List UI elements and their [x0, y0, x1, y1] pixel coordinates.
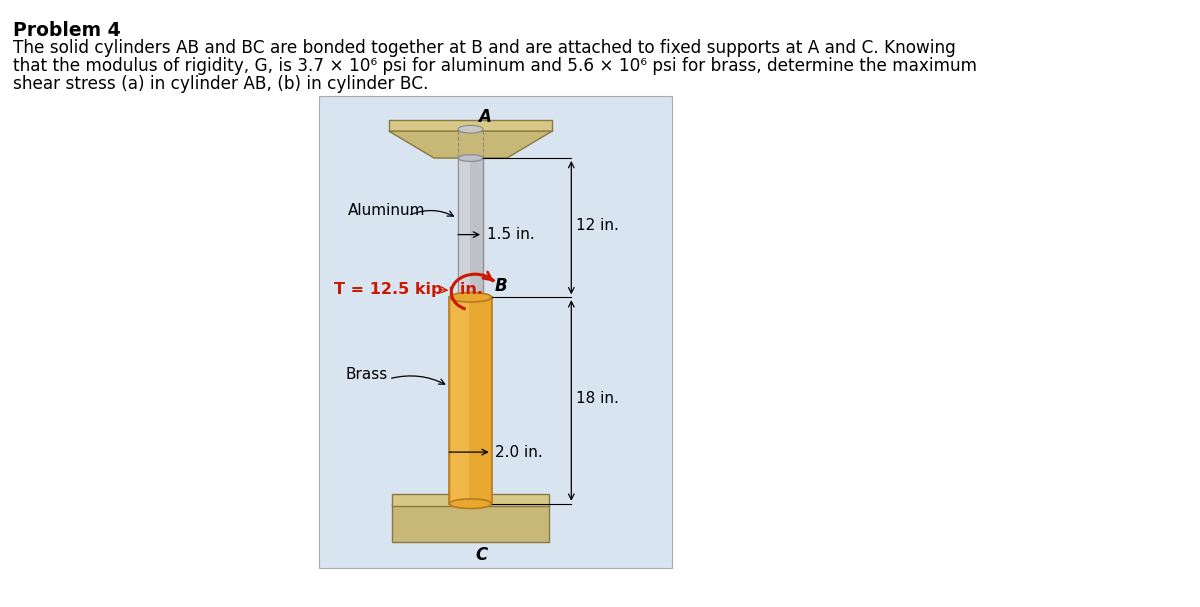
Text: Aluminum: Aluminum	[348, 203, 425, 219]
Text: shear stress (a) in cylinder AB, (b) in cylinder BC.: shear stress (a) in cylinder AB, (b) in …	[13, 75, 428, 93]
Bar	[458, 158, 482, 297]
Bar	[389, 120, 552, 131]
Text: Problem 4: Problem 4	[13, 21, 121, 39]
Bar	[391, 504, 550, 542]
Bar	[451, 297, 468, 504]
Bar	[319, 96, 672, 568]
Ellipse shape	[449, 293, 492, 302]
Text: 2.0 in.: 2.0 in.	[496, 444, 544, 459]
Text: A: A	[478, 108, 491, 126]
Ellipse shape	[449, 499, 492, 509]
Bar	[391, 494, 550, 506]
Text: Brass: Brass	[346, 367, 388, 382]
Bar	[458, 158, 469, 297]
Text: T = 12.5 kip · in.: T = 12.5 kip · in.	[334, 282, 484, 297]
Bar	[449, 297, 492, 504]
Text: 18 in.: 18 in.	[576, 391, 619, 406]
Text: B: B	[494, 277, 508, 296]
Text: 1.5 in.: 1.5 in.	[487, 227, 534, 242]
Text: 12 in.: 12 in.	[576, 219, 619, 233]
Polygon shape	[389, 131, 552, 158]
Text: C: C	[475, 546, 487, 564]
Ellipse shape	[458, 294, 482, 300]
Ellipse shape	[458, 155, 482, 161]
Text: The solid cylinders AB and BC are bonded together at B and are attached to fixed: The solid cylinders AB and BC are bonded…	[13, 39, 956, 57]
Text: that the modulus of rigidity, G, is 3.7 × 10⁶ psi for aluminum and 5.6 × 10⁶ psi: that the modulus of rigidity, G, is 3.7 …	[13, 57, 978, 75]
Ellipse shape	[458, 126, 482, 133]
